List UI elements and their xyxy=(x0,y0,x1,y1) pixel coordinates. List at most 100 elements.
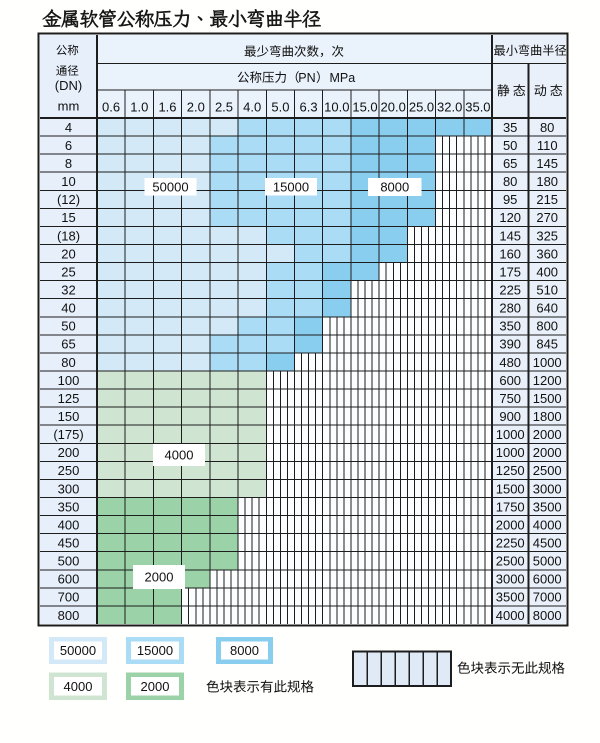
svg-text:7000: 7000 xyxy=(533,590,562,605)
svg-text:50: 50 xyxy=(503,138,517,153)
svg-text:800: 800 xyxy=(536,319,558,334)
svg-text:5.0: 5.0 xyxy=(271,99,289,114)
svg-text:4.0: 4.0 xyxy=(243,99,261,114)
svg-text:225: 225 xyxy=(499,283,521,298)
svg-text:25.0: 25.0 xyxy=(409,99,434,114)
svg-text:1750: 1750 xyxy=(496,499,525,514)
svg-text:65: 65 xyxy=(61,337,75,352)
svg-text:15.0: 15.0 xyxy=(352,99,377,114)
svg-text:15000: 15000 xyxy=(273,179,309,194)
svg-text:1000: 1000 xyxy=(496,445,525,460)
svg-text:4000: 4000 xyxy=(533,517,562,532)
svg-text:1.6: 1.6 xyxy=(158,99,176,114)
svg-text:6: 6 xyxy=(65,138,72,153)
svg-text:80: 80 xyxy=(503,174,517,189)
svg-text:(18): (18) xyxy=(57,228,80,243)
svg-text:2000: 2000 xyxy=(533,445,562,460)
svg-text:1000: 1000 xyxy=(496,427,525,442)
svg-text:20: 20 xyxy=(61,246,75,261)
svg-text:1250: 1250 xyxy=(496,463,525,478)
svg-text:3500: 3500 xyxy=(533,499,562,514)
svg-text:80: 80 xyxy=(61,355,75,370)
svg-text:300: 300 xyxy=(58,481,80,496)
svg-text:5000: 5000 xyxy=(533,554,562,569)
svg-text:145: 145 xyxy=(499,228,521,243)
svg-text:8000: 8000 xyxy=(533,608,562,623)
svg-text:4: 4 xyxy=(65,120,72,135)
svg-text:640: 640 xyxy=(536,301,558,316)
svg-text:750: 750 xyxy=(499,391,521,406)
svg-text:20.0: 20.0 xyxy=(381,99,406,114)
svg-text:325: 325 xyxy=(536,228,558,243)
svg-text:500: 500 xyxy=(58,554,80,569)
svg-text:4000: 4000 xyxy=(496,608,525,623)
svg-text:6.3: 6.3 xyxy=(300,99,318,114)
svg-text:150: 150 xyxy=(58,409,80,424)
svg-text:PN: PN xyxy=(298,71,315,85)
svg-text:95: 95 xyxy=(503,192,517,207)
svg-text:360: 360 xyxy=(536,246,558,261)
svg-text:900: 900 xyxy=(499,409,521,424)
svg-text:(175): (175) xyxy=(53,427,83,442)
svg-text:2500: 2500 xyxy=(533,463,562,478)
svg-text:50000: 50000 xyxy=(60,643,96,658)
svg-text:2000: 2000 xyxy=(533,427,562,442)
svg-text:2000: 2000 xyxy=(145,570,174,585)
svg-text:600: 600 xyxy=(58,572,80,587)
svg-text:50000: 50000 xyxy=(152,179,188,194)
svg-text:2000: 2000 xyxy=(141,679,170,694)
svg-text:270: 270 xyxy=(536,210,558,225)
svg-text:510: 510 xyxy=(536,283,558,298)
svg-text:(12): (12) xyxy=(57,192,80,207)
svg-text:2000: 2000 xyxy=(496,517,525,532)
svg-text:1500: 1500 xyxy=(533,391,562,406)
svg-text:1500: 1500 xyxy=(496,481,525,496)
svg-text:2250: 2250 xyxy=(496,536,525,551)
svg-text:10: 10 xyxy=(61,174,75,189)
svg-text:800: 800 xyxy=(58,608,80,623)
svg-text:35.0: 35.0 xyxy=(465,99,490,114)
svg-text:390: 390 xyxy=(499,337,521,352)
svg-text:0.6: 0.6 xyxy=(102,99,120,114)
svg-text:400: 400 xyxy=(58,517,80,532)
svg-text:350: 350 xyxy=(499,319,521,334)
svg-text:350: 350 xyxy=(58,499,80,514)
svg-text:1200: 1200 xyxy=(533,373,562,388)
svg-text:3500: 3500 xyxy=(496,590,525,605)
svg-text:4000: 4000 xyxy=(64,679,93,694)
svg-text:10.0: 10.0 xyxy=(324,99,349,114)
svg-text:32.0: 32.0 xyxy=(437,99,462,114)
svg-text:(DN): (DN) xyxy=(55,78,82,93)
svg-text:40: 40 xyxy=(61,301,75,316)
svg-text:250: 250 xyxy=(58,463,80,478)
svg-text:450: 450 xyxy=(58,536,80,551)
svg-text:35: 35 xyxy=(503,120,517,135)
svg-text:1.0: 1.0 xyxy=(130,99,148,114)
svg-text:400: 400 xyxy=(536,264,558,279)
svg-text:180: 180 xyxy=(536,174,558,189)
svg-text:4000: 4000 xyxy=(165,448,194,463)
svg-text:2500: 2500 xyxy=(496,554,525,569)
svg-text:700: 700 xyxy=(58,590,80,605)
svg-text:200: 200 xyxy=(58,445,80,460)
svg-text:32: 32 xyxy=(61,283,75,298)
svg-text:215: 215 xyxy=(536,192,558,207)
svg-text:50: 50 xyxy=(61,319,75,334)
svg-text:110: 110 xyxy=(537,138,558,153)
svg-text:mm: mm xyxy=(58,98,80,113)
svg-text:15: 15 xyxy=(61,210,75,225)
svg-text:145: 145 xyxy=(536,156,558,171)
svg-text:120: 120 xyxy=(499,210,521,225)
svg-text:25: 25 xyxy=(61,264,75,279)
svg-text:65: 65 xyxy=(503,156,517,171)
svg-text:15000: 15000 xyxy=(137,643,173,658)
svg-text:175: 175 xyxy=(499,264,521,279)
svg-text:160: 160 xyxy=(499,246,521,261)
svg-text:100: 100 xyxy=(58,373,80,388)
svg-text:600: 600 xyxy=(499,373,521,388)
svg-text:1800: 1800 xyxy=(533,409,562,424)
svg-text:1000: 1000 xyxy=(533,355,562,370)
svg-text:8000: 8000 xyxy=(380,180,409,195)
svg-text:2.0: 2.0 xyxy=(187,99,205,114)
svg-text:6000: 6000 xyxy=(533,572,562,587)
